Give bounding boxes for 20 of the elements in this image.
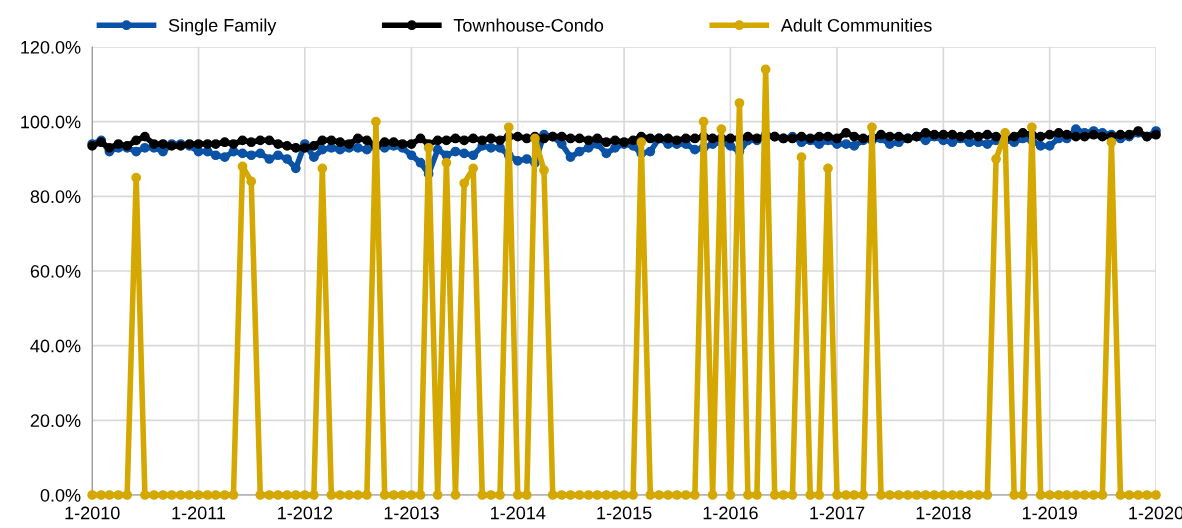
y-tick-label: 60.0% (30, 264, 81, 278)
x-tick-label: 1-2011 (172, 506, 226, 520)
x-tick-label: 1-2012 (278, 506, 333, 520)
y-tick-label: 120.0% (21, 40, 81, 54)
y-tick-label: 20.0% (30, 414, 81, 428)
y-tick-label: 0.0% (40, 488, 81, 502)
y-tick-label: 40.0% (30, 339, 81, 353)
legend-label: Townhouse-Condo (453, 18, 604, 32)
y-tick-label: 80.0% (30, 190, 81, 204)
x-tick-label: 1-2015 (597, 506, 652, 520)
y-tick-label: 100.0% (21, 115, 81, 129)
x-tick-label: 1-2013 (384, 506, 439, 520)
legend-label: Single Family (168, 18, 277, 36)
x-tick-label: 1-2016 (703, 506, 758, 520)
x-tick-label: 1-2017 (810, 506, 865, 520)
x-tick-label: 1-2014 (491, 506, 546, 520)
x-tick-label: 1-2019 (1022, 506, 1077, 520)
legend-label: Adult Communities (780, 18, 932, 32)
x-tick-label: 1-2010 (65, 506, 120, 520)
x-tick-label: 1-2018 (916, 506, 971, 520)
